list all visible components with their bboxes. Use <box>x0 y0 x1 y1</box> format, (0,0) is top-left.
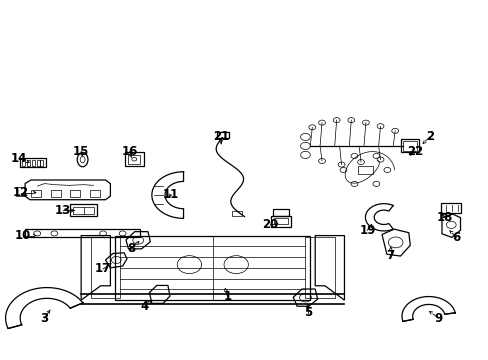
Text: 22: 22 <box>406 145 423 158</box>
Bar <box>70 190 80 197</box>
Bar <box>400 139 418 152</box>
Text: 15: 15 <box>73 145 89 158</box>
Text: 12: 12 <box>13 186 29 199</box>
Bar <box>128 155 140 163</box>
Bar <box>32 160 35 166</box>
Text: 21: 21 <box>213 130 229 144</box>
Text: 1: 1 <box>223 290 231 303</box>
Text: 3: 3 <box>41 311 48 325</box>
Bar <box>27 160 30 166</box>
Text: 16: 16 <box>122 145 138 158</box>
Text: 13: 13 <box>55 204 71 217</box>
Bar <box>440 203 460 213</box>
Text: 9: 9 <box>433 311 442 325</box>
Text: 18: 18 <box>435 211 452 224</box>
Text: 20: 20 <box>262 218 278 231</box>
Bar <box>90 190 100 197</box>
Text: 19: 19 <box>359 224 375 237</box>
Bar <box>216 132 228 138</box>
Bar <box>31 190 41 197</box>
Bar <box>125 152 143 166</box>
Bar <box>271 216 290 226</box>
Bar <box>51 190 61 197</box>
Text: 14: 14 <box>11 152 27 165</box>
Bar <box>40 160 43 166</box>
Bar <box>70 204 97 216</box>
Text: 4: 4 <box>140 300 148 313</box>
Text: 8: 8 <box>127 242 135 255</box>
Text: 5: 5 <box>303 306 311 319</box>
Bar <box>357 166 372 174</box>
Text: 2: 2 <box>425 130 433 144</box>
Bar <box>73 207 94 214</box>
Bar <box>25 229 140 237</box>
Text: 10: 10 <box>15 229 31 242</box>
Text: 6: 6 <box>451 231 460 244</box>
Bar <box>37 160 40 166</box>
Bar <box>232 211 242 216</box>
Bar <box>22 160 25 166</box>
Bar <box>20 158 45 167</box>
Bar <box>272 210 289 216</box>
Text: 11: 11 <box>162 188 178 201</box>
Bar <box>274 218 287 225</box>
Text: 17: 17 <box>95 262 111 275</box>
Text: 7: 7 <box>386 249 394 262</box>
Bar <box>402 141 416 150</box>
